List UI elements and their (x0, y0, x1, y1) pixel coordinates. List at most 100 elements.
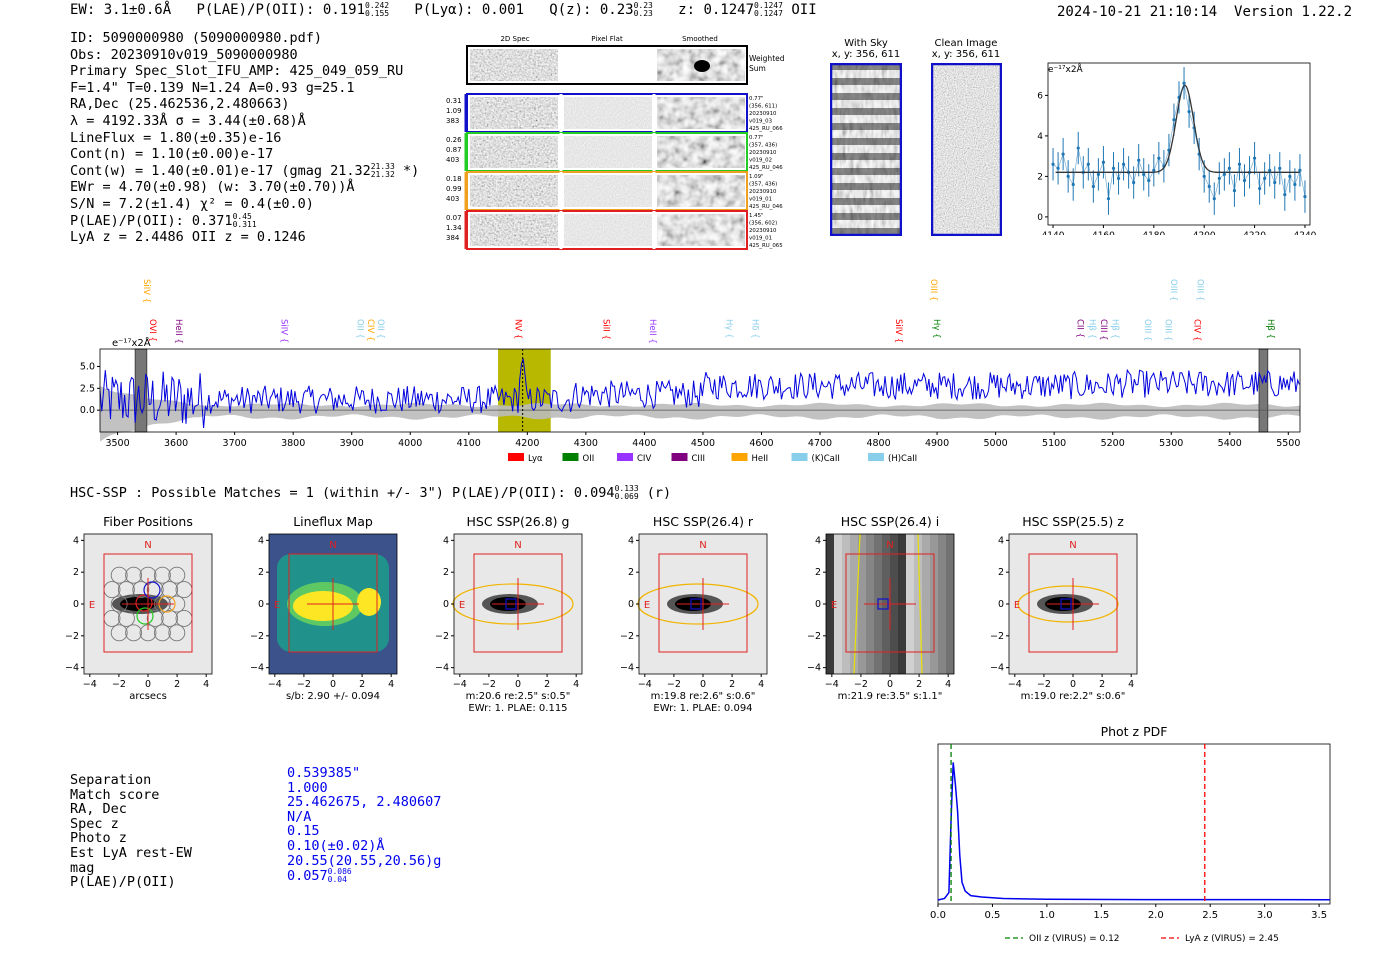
hsc-x-tick-label: 2 (1099, 679, 1105, 690)
spectrum-line-label: CIII { (1098, 319, 1108, 341)
hsc-y-tick-label: 0 (998, 599, 1004, 610)
hsc-band: (r) (646, 485, 672, 501)
hsc-y-tick-label: −2 (807, 631, 821, 642)
hsc-panel: Lineflux Map N E −4 −4 −2 −2 0 0 2 2 4 4 s/b: 2.90 +/… (250, 514, 398, 702)
weighted-sum-label-2: Sum (749, 64, 766, 73)
cutout-row-right-value: v019_03 (749, 119, 772, 125)
match-value-score: 1.000 (287, 779, 328, 796)
spectrum-x-tick-label: 5500 (1276, 438, 1300, 449)
photz-axes-frame (937, 743, 1331, 905)
spectrum-line-label: SiIV { (278, 319, 288, 343)
cutout-row-right-value: 20230910 (749, 111, 777, 117)
match-value-specz: N/A (287, 808, 312, 825)
hsc-y-tick-label: 2 (258, 567, 264, 578)
info-contn: Cont(n) = 1.10(±0.00)e-17 (70, 146, 274, 163)
spectrum-line-label: CII { (1075, 319, 1085, 338)
cutout-row-left-value: 0.87 (446, 146, 462, 154)
match-label-specz: Spec z (70, 815, 119, 832)
hsc-y-tick-label: 0 (443, 599, 449, 610)
cutout-row-left-value: 0.18 (446, 175, 462, 183)
hsc-compass-n: N (886, 540, 893, 551)
spectrum-x-tick-label: 4200 (515, 438, 539, 449)
cutout-row-right-value: v019_01 (749, 197, 772, 203)
hsc-panel-caption-2: EWr: 1. PLAE: 0.094 (653, 703, 752, 714)
hsc-panel-caption-2: EWr: 1. PLAE: 0.115 (468, 703, 567, 714)
hsc-i-ellipse-edge (853, 533, 861, 675)
cutout-row-right-value: 0.77" (749, 96, 763, 102)
spectrum-chart: e⁻¹⁷x2Å 3500 3600 3700 3800 3900 4000 4100 4200… (70, 275, 1310, 474)
spectrum-legend-label: HeII (752, 454, 769, 464)
spectrum-line-label: OII { (375, 319, 385, 339)
info-lineflux: LineFlux = 1.80(±0.35)e-16 (70, 129, 282, 146)
hsc-panel-caption: s/b: 2.90 +/- 0.094 (286, 691, 380, 702)
zoom-x-tick-label: 4220 (1243, 231, 1266, 235)
hsc-y-tick-label: 4 (73, 535, 79, 546)
hsc-x-tick-label: 0 (1070, 679, 1076, 690)
hsc-compass-n: N (144, 540, 151, 551)
header-ew: EW: 3.1±0.6Å (70, 2, 172, 18)
hsc-panel-title: HSC SSP(25.5) z (1022, 514, 1124, 529)
hsc-panel-caption: m:20.6 re:2.5" s:0.5" (466, 691, 571, 702)
spectrum-legend-swatch (868, 453, 884, 461)
spectrum-y-tick-label: 5.0 (80, 361, 95, 372)
hsc-x-tick-label: 4 (758, 679, 764, 690)
cutout-row-left-value: 403 (446, 195, 459, 203)
cutout-row-right-value: v019_02 (749, 158, 772, 164)
hsc-x-tick-label: −2 (1037, 679, 1051, 690)
cutout-row-right-value: 425_RU_066 (749, 126, 783, 132)
hsc-y-tick-label: 0 (815, 599, 821, 610)
fiber-circle-blue (143, 581, 161, 599)
hsc-panels: Fiber Positions N E −4 −4 −2 −2 0 0 2 2 4 4 arcsecs Li… (0, 510, 1400, 725)
spectrum-legend-swatch (617, 453, 633, 461)
cutout-row-right-value: v019_01 (749, 236, 772, 242)
header-plya: P(Lyα): 0.001 (414, 2, 524, 18)
cutout-row-pixelflat (564, 136, 652, 168)
hsc-search-box (658, 553, 748, 653)
fiber-circle (153, 566, 171, 584)
spectrum-legend-label: (K)CaII (812, 454, 840, 464)
info-plae-lo: 0.311 (232, 219, 257, 229)
spectrum-legend-swatch (671, 453, 688, 461)
hsc-panel-title: HSC SSP(26.4) r (653, 514, 754, 529)
detection-info: ID: 5090000980 (5090000980.pdf) Obs: 202… (70, 30, 419, 246)
hsc-y-tick-label: −2 (65, 631, 79, 642)
hsc-y-tick-label: −4 (250, 663, 264, 674)
spectrum-x-tick-label: 4500 (691, 438, 715, 449)
hsc-plae-lo: 0.069 (614, 492, 639, 501)
hsc-i-stripe (850, 534, 858, 674)
spectrum-line-label: OIII { (1142, 319, 1152, 341)
info-radec: RA,Dec (25.462536,2.480663) (70, 96, 290, 113)
info-lyaz: LyA z = 2.4486 OII z = 0.1246 (70, 229, 306, 246)
fiber-circle (168, 566, 186, 584)
spectrum-line-label: OVI { (147, 319, 157, 342)
match-label-separation: Separation (70, 772, 152, 788)
header-timestamp: 2024-10-21 21:10:14 (1057, 4, 1218, 20)
zoom-fit-curve (1055, 84, 1300, 173)
cutout-svg: 2D Spec Pixel Flat Smoothed Weighted Sum… (446, 35, 785, 250)
cutout-row-smoothed (657, 136, 745, 168)
match-value-radec: 25.462675, 2.480607 (287, 794, 442, 811)
hsc-x-tick-label: 4 (203, 679, 209, 690)
hsc-y-tick-label: 0 (258, 599, 264, 610)
hsc-x-tick-label: −2 (667, 679, 681, 690)
photz-x-tick-label: 1.5 (1093, 910, 1109, 921)
hsc-y-tick-label: 4 (815, 535, 821, 546)
hsc-x-tick-label: 4 (573, 679, 579, 690)
header-z-lo: 0.1247 (754, 9, 783, 18)
hsc-i-stripe (834, 534, 842, 674)
hsc-fiber-square (505, 598, 517, 610)
info-sn: S/N = 7.2(±1.4) χ² = 0.4(±0.0) (70, 195, 314, 212)
zoom-x-tick-label: 4240 (1294, 231, 1317, 235)
photz-title: Phot z PDF (1101, 724, 1168, 739)
zoom-y-tick-label: 0 (1037, 213, 1043, 223)
cutout-row-right-value: (356, 602) (749, 221, 777, 227)
hsc-panel-frame (453, 533, 583, 675)
cutout-row-2dspec (470, 97, 558, 129)
hsc-x-tick-label: 2 (544, 679, 550, 690)
clean-image-xy: x, y: 356, 611 (931, 49, 1001, 60)
zoom-y-tick-label: 2 (1037, 172, 1043, 182)
spectrum-line-label: Hβ { (1265, 319, 1275, 339)
match-labels: Separation Match score RA, Dec Spec z Ph… (70, 773, 192, 890)
hsc-y-tick-label: 2 (73, 567, 79, 578)
